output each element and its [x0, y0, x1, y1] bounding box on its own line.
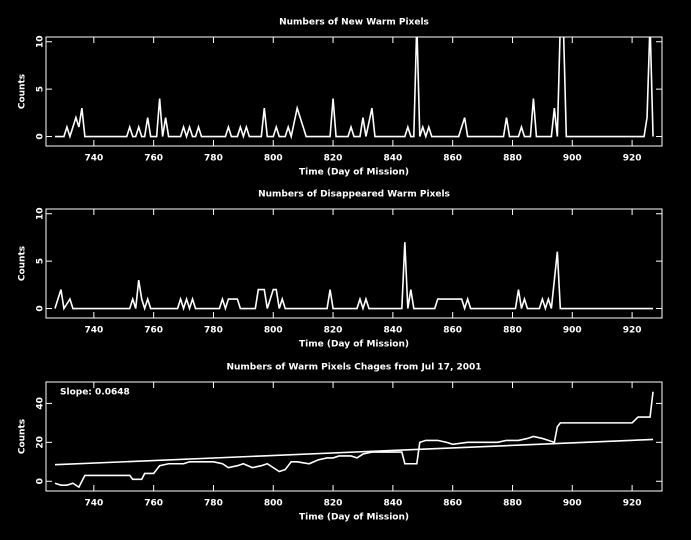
x-tick-label: 800: [264, 154, 283, 164]
chart-title: Numbers of Disappeared Warm Pixels: [258, 190, 450, 200]
x-tick-label: 860: [443, 326, 462, 336]
x-tick-label: 740: [84, 499, 103, 509]
x-axis-label: Time (Day of Mission): [299, 513, 409, 523]
x-tick-label: 900: [563, 326, 582, 336]
data-line: [54, 391, 654, 489]
x-tick-label: 840: [383, 154, 402, 164]
x-tick-label: 780: [204, 154, 223, 164]
x-tick-label: 820: [324, 154, 343, 164]
plot-frame: [45, 36, 663, 147]
y-tick-label: 0: [36, 133, 46, 139]
x-tick-label: 800: [264, 326, 283, 336]
y-axis-label: Counts: [18, 419, 28, 454]
x-tick-label: 920: [623, 499, 642, 509]
x-tick-label: 740: [84, 326, 103, 336]
x-axis-label: Time (Day of Mission): [299, 168, 409, 178]
y-tick-label: 0: [36, 478, 46, 484]
x-tick-label: 860: [443, 154, 462, 164]
y-tick-label: 0: [36, 305, 46, 311]
x-tick-label: 840: [383, 326, 402, 336]
x-tick-label: 780: [204, 326, 223, 336]
plot-frame: [45, 208, 663, 319]
y-tick-label: 20: [36, 436, 46, 449]
x-tick-label: 740: [84, 154, 103, 164]
x-axis-label: Time (Day of Mission): [299, 340, 409, 350]
x-tick-label: 880: [503, 154, 522, 164]
x-tick-label: 800: [264, 499, 283, 509]
y-axis-label: Counts: [18, 246, 28, 281]
chart-title: Numbers of New Warm Pixels: [279, 18, 429, 28]
x-tick-label: 760: [144, 499, 163, 509]
x-tick-label: 920: [623, 326, 642, 336]
x-tick-label: 760: [144, 326, 163, 336]
chart-title: Numbers of Warm Pixels Chages from Jul 1…: [226, 363, 481, 373]
data-line: [54, 438, 654, 466]
x-tick-label: 920: [623, 154, 642, 164]
y-tick-label: 40: [36, 397, 46, 410]
x-tick-label: 820: [324, 499, 343, 509]
x-tick-label: 840: [383, 499, 402, 509]
y-tick-label: 10: [36, 207, 46, 220]
x-tick-label: 900: [563, 499, 582, 509]
annotation: Slope: 0.0648: [60, 388, 130, 398]
y-tick-label: 10: [36, 35, 46, 48]
y-tick-label: 5: [36, 258, 46, 264]
x-tick-label: 780: [204, 499, 223, 509]
x-tick-label: 880: [503, 326, 522, 336]
y-tick-label: 5: [36, 86, 46, 92]
data-line: [54, 37, 654, 140]
x-tick-label: 880: [503, 499, 522, 509]
data-line: [54, 242, 654, 312]
x-tick-label: 860: [443, 499, 462, 509]
x-tick-label: 900: [563, 154, 582, 164]
x-tick-label: 820: [324, 326, 343, 336]
y-axis-label: Counts: [18, 74, 28, 109]
plot-frame: [45, 381, 663, 492]
x-tick-label: 760: [144, 154, 163, 164]
